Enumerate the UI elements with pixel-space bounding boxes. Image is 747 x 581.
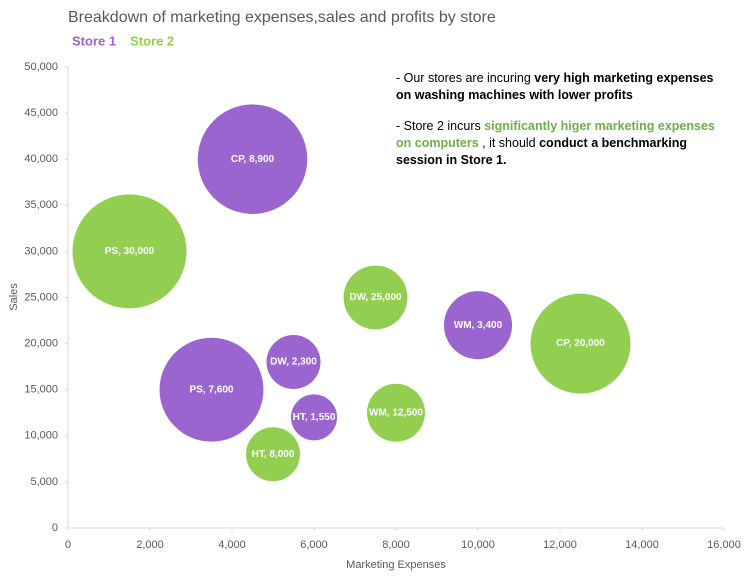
x-tick-label: 0 bbox=[65, 539, 71, 551]
bubble-label: PS, 30,000 bbox=[105, 246, 155, 257]
legend-entry: Store 2 bbox=[130, 33, 174, 48]
bubble-label: DW, 25,000 bbox=[349, 292, 402, 303]
annotation-text: conduct a benchmarking session in Store … bbox=[396, 136, 688, 167]
bubble bbox=[530, 293, 631, 394]
annotation-paragraph: - Our stores are incuring very high mark… bbox=[396, 70, 731, 104]
x-axis-label: Marketing Expenses bbox=[346, 559, 446, 571]
y-tick-label: 40,000 bbox=[24, 153, 58, 165]
x-tick-label: 6,000 bbox=[300, 539, 328, 551]
x-tick-label: 10,000 bbox=[461, 539, 495, 551]
bubble bbox=[443, 291, 513, 360]
x-tick-label: 2,000 bbox=[136, 539, 164, 551]
y-tick-label: 0 bbox=[52, 522, 58, 534]
bubble bbox=[72, 194, 187, 309]
x-tick-label: 8,000 bbox=[382, 539, 410, 551]
bubble-label: HT, 8,000 bbox=[252, 449, 295, 460]
y-tick-label: 50,000 bbox=[24, 61, 58, 73]
bubble bbox=[245, 427, 301, 482]
y-tick-label: 20,000 bbox=[24, 338, 58, 350]
bubble-label: DW, 2,300 bbox=[270, 357, 317, 368]
bubble-label: CP, 20,000 bbox=[556, 338, 605, 349]
y-tick-label: 45,000 bbox=[24, 107, 58, 119]
bubble bbox=[266, 335, 321, 390]
x-tick-label: 12,000 bbox=[543, 539, 577, 551]
bubble-label: CP, 8,900 bbox=[231, 154, 275, 165]
annotation: - Our stores are incuring very high mark… bbox=[396, 70, 731, 183]
annotation-text: very high marketing expenses on washing … bbox=[396, 71, 714, 102]
y-tick-label: 5,000 bbox=[30, 476, 58, 488]
annotation-text: significantly higer marketing expenses o… bbox=[396, 119, 715, 150]
bubble-label: WM, 3,400 bbox=[454, 320, 503, 331]
bubble-label: PS, 7,600 bbox=[190, 384, 234, 395]
y-tick-label: 10,000 bbox=[24, 430, 58, 442]
chart-title: Breakdown of marketing expenses,sales an… bbox=[68, 9, 496, 26]
y-tick-label: 15,000 bbox=[24, 384, 58, 396]
bubble bbox=[197, 104, 308, 214]
bubble-label: WM, 12,500 bbox=[369, 407, 423, 418]
y-tick-label: 35,000 bbox=[24, 199, 58, 211]
bubble-label: HT, 1,550 bbox=[293, 412, 336, 423]
annotation-text: - Store 2 incurs bbox=[396, 119, 485, 133]
bubble bbox=[343, 265, 408, 330]
x-tick-label: 4,000 bbox=[218, 539, 246, 551]
annotation-text: , it should bbox=[478, 136, 540, 150]
x-tick-label: 16,000 bbox=[707, 539, 741, 551]
annotation-text: - Our stores are incuring bbox=[396, 71, 535, 85]
y-tick-label: 30,000 bbox=[24, 245, 58, 257]
y-tick-label: 25,000 bbox=[24, 291, 58, 303]
bubble bbox=[159, 337, 264, 442]
annotation-paragraph: - Store 2 incurs significantly higer mar… bbox=[396, 118, 731, 169]
bubble bbox=[367, 383, 425, 442]
x-tick-label: 14,000 bbox=[625, 539, 659, 551]
bubble bbox=[290, 394, 338, 441]
legend-entry: Store 1 bbox=[72, 33, 116, 48]
y-axis-label: Sales bbox=[8, 283, 20, 311]
